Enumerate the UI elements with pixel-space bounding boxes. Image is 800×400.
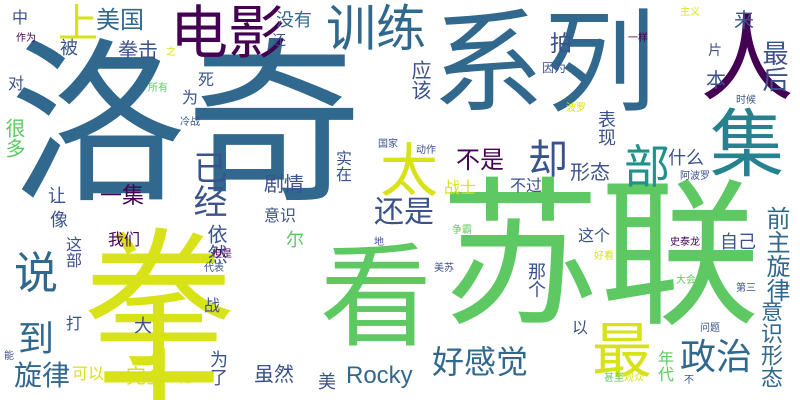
word-yiran: 依然	[204, 224, 228, 264]
word-dahui: 大会	[676, 275, 696, 286]
word-danshi: 但是	[212, 249, 232, 260]
word-xuanlv: 旋律	[14, 359, 71, 392]
word-rang: 让	[48, 186, 66, 207]
word-zhengzhi: 政治	[680, 337, 753, 378]
word-pai: 拍	[550, 32, 573, 57]
word-disan: 第三	[736, 283, 756, 294]
word-pian: 片	[708, 43, 722, 59]
word-women: 我们	[108, 230, 141, 249]
word-zhege: 这个	[578, 226, 611, 245]
word-yiyang: 一样	[628, 33, 648, 44]
word-lengzhan: 冷战	[180, 117, 200, 128]
word-zuowei: 作为	[16, 33, 36, 44]
word-mei: 美	[318, 372, 336, 393]
word-xilie: 系列	[432, 0, 656, 129]
word-henduo: 很多	[2, 118, 26, 158]
word-yinwei: 因为	[542, 61, 567, 75]
word-shitailong: 史泰龙	[670, 237, 700, 248]
word-neng: 能	[4, 351, 14, 362]
word-meiyou: 没有	[276, 10, 312, 31]
word-dui: 对	[8, 74, 25, 93]
word-hai: 还	[272, 33, 286, 49]
word-wanquan: 完全	[126, 364, 166, 388]
word-haishi: 还是	[374, 195, 434, 230]
word-yiji: 一集	[100, 184, 145, 209]
word-zhong: 中	[12, 8, 29, 27]
word-shihou: 时候	[736, 95, 756, 106]
word-zhan: 战	[204, 296, 221, 315]
word-daibiao: 代表	[204, 263, 224, 274]
word-tai: 太	[380, 137, 439, 205]
word-haoganjue: 好感觉	[432, 343, 529, 381]
word-quanji-small: 拳击	[118, 38, 158, 62]
word-yinggai: 应该	[408, 60, 432, 100]
word-shizai: 实在	[333, 150, 352, 182]
word-ji: 集	[710, 102, 784, 188]
word-suiran: 虽然	[254, 362, 294, 386]
word-ben: 本	[706, 68, 726, 92]
word-bushi: 不是	[456, 146, 504, 174]
word-yijing: 已经	[187, 150, 227, 218]
word-da2: 大	[134, 316, 152, 337]
word-que: 却	[528, 137, 568, 183]
word-yishixingtai: 意识形态	[757, 300, 782, 388]
word-zhuyi: 主义	[680, 7, 700, 18]
word-wei: 为	[182, 88, 199, 107]
word-shenme: 什么	[668, 148, 704, 169]
word-suoyou: 所有	[148, 83, 168, 94]
word-xunlian: 训练	[326, 0, 426, 58]
word-kan: 看	[320, 233, 432, 363]
word-aboluo: 阿波罗	[680, 171, 710, 182]
word-dongzuo: 动作	[416, 145, 436, 156]
word-zui: 最	[592, 317, 652, 387]
word-zhi: 之	[166, 47, 176, 58]
word-boluo: 波罗	[566, 103, 586, 114]
word-xingtai: 形态	[570, 160, 610, 184]
word-buguo: 不过	[510, 176, 543, 195]
word-xiang: 像	[50, 210, 68, 231]
word-bushao: 不少	[176, 375, 196, 386]
word-juqing: 剧情	[264, 172, 304, 196]
word-zuihou: 最后	[758, 40, 788, 92]
word-weile: 为了	[207, 350, 228, 386]
word-bei: 被	[60, 38, 78, 59]
word-shenzhi: 甚至	[604, 373, 624, 384]
word-rocky: Rocky	[346, 362, 413, 389]
word-dao: 到	[18, 319, 55, 360]
word-er: 尔	[286, 230, 304, 251]
word-ziji: 自己	[720, 232, 756, 253]
word-shuo: 说	[14, 248, 58, 299]
word-yi: 以	[572, 318, 589, 337]
word-meiguo: 美国	[96, 6, 144, 34]
word-nage: 那个	[525, 262, 546, 298]
word-niandai: 年代	[655, 350, 674, 382]
word-zhanshi: 战士	[444, 178, 477, 197]
word-da: 打	[66, 314, 83, 333]
word-guojia: 国家	[378, 139, 398, 150]
word-zhebu: 这部	[63, 236, 82, 268]
word-si: 死	[198, 70, 215, 89]
word-bu: 部	[624, 140, 670, 194]
word-haokan: 好看	[594, 251, 614, 262]
word-luoqi: 洛奇	[10, 23, 363, 228]
word-guanzhong: 观众	[624, 373, 644, 384]
word-sulian: 苏联	[440, 162, 761, 349]
word-lai: 来	[734, 8, 754, 32]
word-meisu: 美苏	[434, 263, 454, 274]
word-keyi: 可以	[72, 364, 105, 383]
word-di: 地	[374, 237, 384, 248]
word-shang: 上	[58, 1, 98, 47]
word-ren: 人	[700, 6, 795, 115]
word-yishi: 意识	[264, 206, 297, 225]
word-bu-small: 不	[684, 375, 694, 386]
word-quanji-big: 拳击	[58, 222, 232, 400]
word-biaoxian: 表现	[595, 110, 616, 146]
word-dianying: 电影	[170, 0, 287, 67]
word-qianzhuxuanlv: 前主旋律	[762, 206, 790, 302]
word-zhengba: 争霸	[452, 225, 472, 236]
word-wenti: 问题	[700, 323, 720, 334]
